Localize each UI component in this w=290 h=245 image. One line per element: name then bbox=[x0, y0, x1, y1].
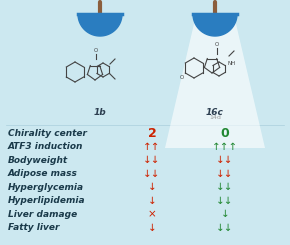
Polygon shape bbox=[165, 14, 265, 148]
Text: Bodyweight: Bodyweight bbox=[8, 156, 68, 164]
Text: Chirality center: Chirality center bbox=[8, 128, 87, 137]
Text: ↓: ↓ bbox=[148, 196, 156, 206]
Text: 1b: 1b bbox=[94, 108, 106, 117]
Text: O: O bbox=[215, 42, 219, 47]
Text: 16c: 16c bbox=[206, 108, 224, 117]
Text: Fatty liver: Fatty liver bbox=[8, 223, 59, 232]
Text: ↓↓: ↓↓ bbox=[216, 169, 234, 179]
Text: ↓: ↓ bbox=[148, 222, 156, 233]
Text: ↓↓: ↓↓ bbox=[216, 222, 234, 233]
Text: ATF3 induction: ATF3 induction bbox=[8, 142, 84, 151]
Text: Hyperlipidemia: Hyperlipidemia bbox=[8, 196, 86, 205]
Text: 0: 0 bbox=[221, 126, 229, 139]
Text: ↓↓: ↓↓ bbox=[216, 155, 234, 165]
Text: NH: NH bbox=[228, 61, 236, 65]
Polygon shape bbox=[193, 14, 237, 36]
Text: ↓: ↓ bbox=[221, 209, 229, 219]
Text: ↓↓: ↓↓ bbox=[216, 182, 234, 192]
Text: ↓: ↓ bbox=[148, 182, 156, 192]
Text: Liver damage: Liver damage bbox=[8, 209, 77, 219]
Text: ↑↑: ↑↑ bbox=[143, 142, 161, 151]
Text: ↓↓: ↓↓ bbox=[143, 155, 161, 165]
Text: Adipose mass: Adipose mass bbox=[8, 169, 78, 178]
Text: ×: × bbox=[148, 209, 156, 219]
Text: 14d: 14d bbox=[209, 115, 221, 120]
Polygon shape bbox=[78, 14, 122, 36]
Text: O: O bbox=[180, 74, 184, 79]
Text: Hyperglycemia: Hyperglycemia bbox=[8, 183, 84, 192]
Text: ↓↓: ↓↓ bbox=[216, 196, 234, 206]
Text: ↑↑↑: ↑↑↑ bbox=[212, 142, 238, 151]
Text: O: O bbox=[94, 48, 98, 53]
Text: ↓↓: ↓↓ bbox=[143, 169, 161, 179]
Text: 2: 2 bbox=[148, 126, 156, 139]
